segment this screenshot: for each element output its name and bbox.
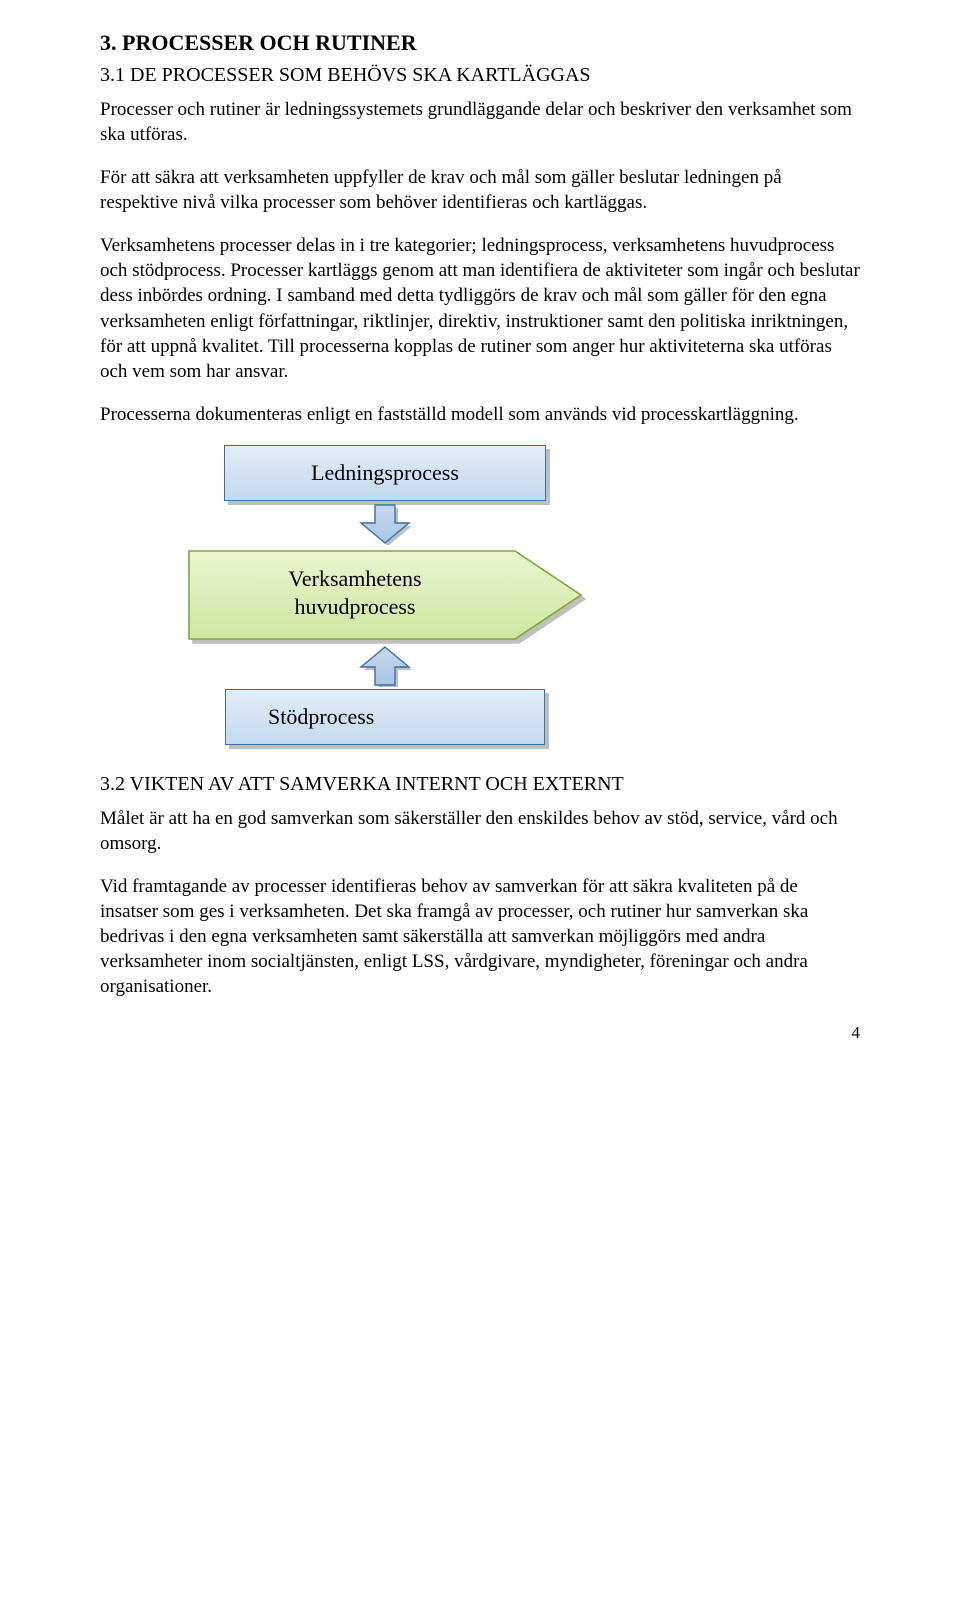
main-process-label-line2: huvudprocess [295,594,416,619]
paragraph: Processerna dokumenteras enligt en fasts… [100,402,860,427]
paragraph: Verksamhetens processer delas in i tre k… [100,233,860,383]
subsection-3-2-heading: 3.2 VIKTEN AV ATT SAMVERKA INTERNT OCH E… [100,773,860,796]
main-process-label-line1: Verksamhetens [288,566,421,591]
paragraph: Processer och rutiner är ledningssysteme… [100,97,860,147]
paragraph: Målet är att ha en god samverkan som säk… [100,806,860,856]
page-container: 3. PROCESSER OCH RUTINER 3.1 DE PROCESSE… [0,0,960,1073]
support-process-box: Stödprocess [225,689,545,745]
leadership-process-label: Ledningsprocess [311,460,459,485]
paragraph: Vid framtagande av processer identifiera… [100,874,860,999]
main-process-label: Verksamhetens huvudprocess [225,565,485,622]
leadership-process-box: Ledningsprocess [224,445,546,501]
main-process-arrow: Verksamhetens huvudprocess [185,547,585,643]
support-process-label: Stödprocess [268,704,374,729]
subsection-3-1-heading: 3.1 DE PROCESSER SOM BEHÖVS SKA KARTLÄGG… [100,64,860,87]
page-number: 4 [100,1023,860,1043]
process-diagram: Ledningsprocess [170,445,600,745]
section-heading: 3. PROCESSER OCH RUTINER [100,30,860,56]
paragraph: För att säkra att verksamheten uppfyller… [100,165,860,215]
arrow-up-icon [357,645,413,687]
arrow-down-icon [357,503,413,545]
